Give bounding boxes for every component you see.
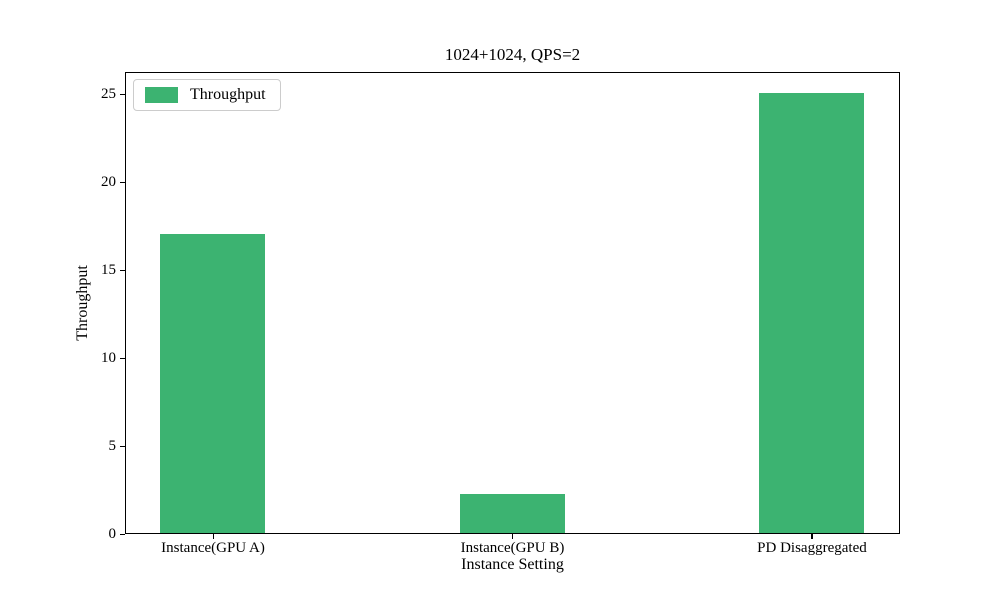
y-tick-mark <box>120 357 125 359</box>
y-tick-mark <box>120 269 125 271</box>
bar-instance-gpu-b <box>459 494 565 533</box>
y-tick-label: 5 <box>108 438 117 454</box>
x-tick-label: Instance(GPU A) <box>161 540 265 556</box>
y-tick-mark <box>120 93 125 95</box>
bar-instance-gpu-a <box>160 233 266 533</box>
chart-title: 1024+1024, QPS=2 <box>444 45 581 64</box>
x-tick-label: PD Disaggregated <box>757 540 867 556</box>
plot-area <box>125 72 900 534</box>
x-tick-mark <box>512 534 514 539</box>
y-tick-label: 15 <box>101 262 116 278</box>
x-tick-mark <box>811 534 813 539</box>
y-tick-mark <box>120 533 125 535</box>
x-tick-label: Instance(GPU B) <box>460 540 565 556</box>
legend-label: Throughput <box>190 86 266 103</box>
y-tick-mark <box>120 445 125 447</box>
y-tick-label: 25 <box>101 86 116 102</box>
bar-pd-disaggregated <box>759 93 865 533</box>
y-tick-mark <box>120 181 125 183</box>
y-tick-label: 0 <box>108 526 117 542</box>
x-axis-label: Instance Setting <box>461 556 564 573</box>
legend-swatch-icon <box>145 87 178 103</box>
x-tick-mark <box>212 534 214 539</box>
y-tick-label: 10 <box>101 350 116 366</box>
legend: Throughput <box>133 79 281 111</box>
y-tick-label: 20 <box>101 174 116 190</box>
